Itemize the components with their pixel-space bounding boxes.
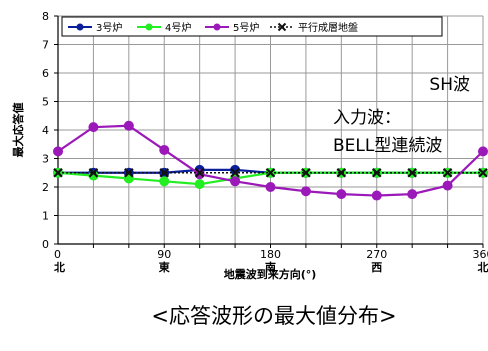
data-point — [159, 144, 170, 155]
data-point — [230, 167, 240, 178]
data-point — [336, 167, 347, 178]
data-point — [88, 167, 99, 178]
y-tick-label: 5 — [42, 96, 49, 109]
data-point — [123, 120, 134, 131]
data-point — [124, 167, 134, 178]
x-axis-title: 地震波到来方向(°) — [224, 267, 317, 281]
data-point — [53, 167, 63, 178]
data-series — [53, 120, 488, 201]
data-point — [88, 122, 99, 133]
direction-label: 北 — [478, 260, 488, 274]
data-point — [301, 167, 311, 178]
legend-box — [61, 16, 443, 37]
legend-label: 4号炉 — [165, 22, 191, 34]
x-tick-label: 360 — [473, 248, 488, 261]
axes — [54, 15, 484, 248]
y-tick-label: 0 — [42, 238, 49, 251]
y-tick-label: 7 — [42, 39, 49, 52]
data-point — [478, 167, 488, 178]
legend-marker — [277, 22, 287, 32]
y-tick-labels: 0 1 2 3 4 5 6 7 8 — [42, 10, 49, 251]
x-tick-labels: 0北90東180南270西360北 — [54, 248, 488, 274]
data-point — [194, 167, 205, 178]
data-point — [159, 176, 170, 187]
annotation-wave-type: SH波 — [429, 75, 470, 95]
data-point — [194, 179, 205, 190]
figure-caption: <応答波形の最大値分布> — [151, 304, 396, 328]
legend-label: 平行成層地盤 — [298, 21, 358, 34]
legend-marker — [76, 23, 84, 31]
y-tick-label: 2 — [42, 181, 49, 194]
legend-marker — [145, 23, 153, 31]
direction-label: 南 — [265, 260, 276, 274]
data-point — [230, 176, 241, 187]
legend-label: 5号炉 — [233, 22, 259, 34]
series-3 — [53, 120, 488, 201]
data-point — [407, 189, 418, 200]
y-tick-label: 3 — [42, 153, 49, 166]
y-tick-label: 4 — [42, 124, 49, 137]
annotation-input-wave: BELL型連続波 — [333, 136, 442, 156]
series-4 — [53, 167, 488, 178]
x-tick-label: 90 — [157, 248, 171, 261]
x-tick-label: 180 — [260, 248, 281, 261]
legend-marker — [213, 23, 221, 31]
data-point — [300, 186, 311, 197]
y-tick-label: 6 — [42, 67, 49, 80]
direction-label: 北 — [54, 260, 65, 274]
data-point — [371, 167, 382, 178]
data-point — [442, 167, 453, 178]
data-point — [336, 189, 347, 200]
data-point — [407, 167, 417, 178]
data-point — [478, 146, 488, 157]
data-point — [442, 180, 453, 191]
direction-label: 東 — [159, 260, 171, 274]
direction-label: 西 — [371, 261, 382, 274]
y-tick-label: 8 — [42, 10, 49, 23]
data-point — [53, 146, 63, 157]
legend-label: 3号炉 — [96, 22, 122, 34]
data-point — [265, 167, 276, 178]
y-tick-label: 1 — [42, 210, 49, 223]
annotation-input-label: 入力波： — [333, 108, 401, 128]
x-tick-label: 270 — [366, 248, 387, 261]
legend: 3号炉 4号炉 5号炉 平行成層地盤 — [61, 16, 443, 37]
y-axis-title: 最大応答値 — [11, 103, 25, 158]
data-point — [371, 190, 382, 201]
data-point — [265, 182, 276, 192]
data-point — [159, 167, 170, 178]
x-tick-label: 0 — [54, 248, 61, 261]
